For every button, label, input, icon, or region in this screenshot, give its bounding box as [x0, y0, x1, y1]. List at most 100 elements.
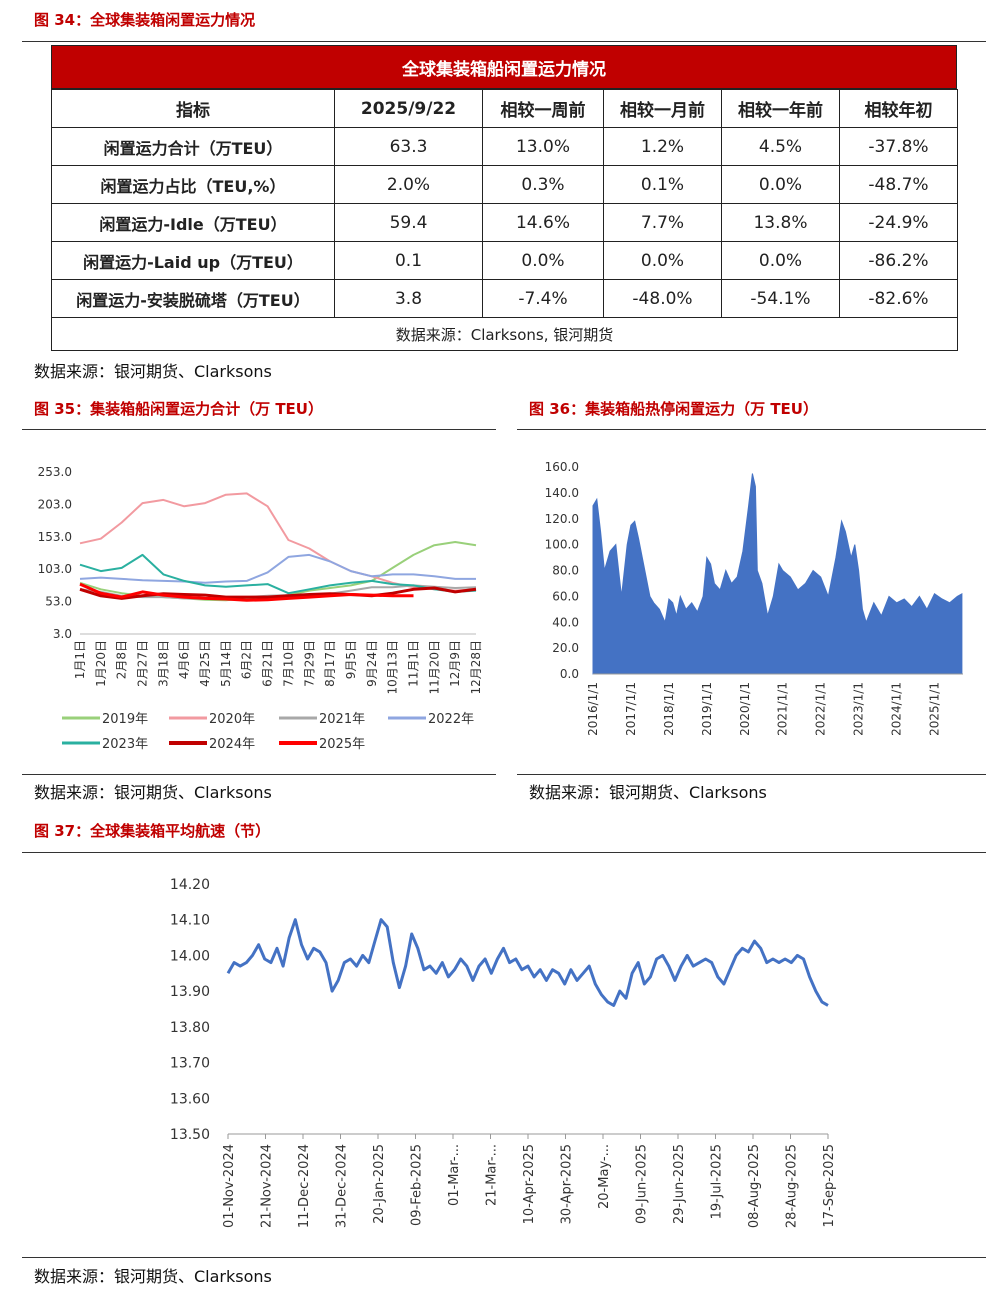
series-line-2024年	[79, 586, 477, 600]
series-line-2023年	[79, 553, 477, 595]
table-cell: 7.7%	[603, 203, 722, 242]
row-label: 闲置运力占比（TEU,%）	[51, 165, 335, 204]
table-cell: 13.8%	[721, 203, 840, 242]
table-cell: 0.0%	[603, 241, 722, 280]
header-cell: 相较年初	[839, 89, 958, 128]
x-tick-label: 8月17日	[323, 640, 337, 687]
table-cell: 0.1	[334, 241, 483, 280]
y-tick-label: 153.0	[38, 530, 72, 544]
fig37-bottom-rule	[22, 1257, 986, 1258]
legend-label: 2021年	[319, 712, 365, 727]
idle-capacity-table: 全球集装箱船闲置运力情况 指标 2025/9/22 相较一周前 相较一月前 相较…	[51, 45, 958, 351]
x-tick-label: 11月1日	[406, 640, 420, 687]
table-cell: -86.2%	[839, 241, 958, 280]
y-tick-label: 0.0	[560, 667, 579, 681]
y-tick-label: 40.0	[552, 615, 579, 629]
fig37-title: 图 37：全球集装箱平均航速（节）	[34, 822, 271, 840]
x-tick-label: 01-Nov-2024	[222, 1144, 237, 1228]
y-tick-label: 60.0	[552, 589, 579, 603]
y-tick-label: 13.80	[170, 1020, 210, 1036]
y-tick-label: 13.60	[170, 1091, 210, 1107]
table-cell: 1.2%	[603, 127, 722, 166]
y-tick-label: 14.10	[170, 913, 210, 929]
x-tick-label: 28-Aug-2025	[785, 1144, 800, 1228]
table-cell: 14.6%	[482, 203, 604, 242]
series-line-2022年	[79, 553, 476, 584]
table-cell: -7.4%	[482, 279, 604, 318]
x-tick-label: 7月29日	[302, 640, 316, 687]
x-tick-label: 11月20日	[427, 640, 441, 695]
fig37-source: 数据来源：银河期货、Clarksons	[34, 1267, 272, 1286]
y-tick-label: 13.90	[170, 984, 210, 1000]
table-cell: 0.3%	[482, 165, 604, 204]
x-tick-label: 01-Mar-...	[447, 1144, 462, 1206]
x-tick-label: 20-Jan-2025	[372, 1144, 387, 1224]
series-line-2020年	[79, 492, 477, 592]
table-cell: 4.5%	[721, 127, 840, 166]
x-tick-label: 6月2日	[240, 640, 254, 679]
legend-label: 2025年	[319, 737, 365, 752]
table-cell: -48.7%	[839, 165, 958, 204]
table-cell: -54.1%	[721, 279, 840, 318]
table-cell: 0.0%	[482, 241, 604, 280]
x-tick-label: 17-Sep-2025	[822, 1144, 837, 1228]
table-cell: -48.0%	[603, 279, 722, 318]
fig36-bottom-rule	[517, 774, 986, 775]
x-tick-label: 6月21日	[261, 640, 275, 687]
x-tick-label: 21-Nov-2024	[260, 1144, 275, 1228]
y-tick-label: 53.0	[45, 595, 72, 609]
table-cell: 0.0%	[721, 241, 840, 280]
x-tick-label: 1月1日	[73, 640, 87, 679]
y-tick-label: 103.0	[38, 562, 72, 576]
fig36-title: 图 36：集装箱船热停闲置运力（万 TEU）	[529, 400, 818, 418]
x-tick-label: 2024/1/1	[890, 682, 904, 736]
fig36-source: 数据来源：银河期货、Clarksons	[529, 783, 767, 802]
x-tick-label: 3月18日	[156, 640, 170, 687]
x-tick-label: 2022/1/1	[814, 682, 828, 736]
x-tick-label: 31-Dec-2024	[335, 1144, 350, 1228]
table-row: 闲置运力占比（TEU,%） 2.0% 0.3% 0.1% 0.0% -48.7%	[51, 165, 958, 204]
table-row: 闲置运力合计（万TEU） 63.3 13.0% 1.2% 4.5% -37.8%	[51, 127, 958, 166]
x-tick-label: 2月8日	[115, 640, 129, 679]
table-row: 闲置运力-Idle（万TEU） 59.4 14.6% 7.7% 13.8% -2…	[51, 203, 958, 242]
y-tick-label: 14.00	[170, 948, 210, 964]
y-tick-label: 13.50	[170, 1127, 210, 1143]
header-cell: 相较一年前	[721, 89, 840, 128]
x-tick-label: 2025/1/1	[928, 682, 942, 736]
legend-label: 2020年	[209, 712, 255, 727]
y-tick-label: 120.0	[545, 512, 579, 526]
x-tick-label: 29-Jun-2025	[672, 1144, 687, 1224]
x-tick-label: 1月20日	[94, 640, 108, 687]
row-label: 闲置运力-Laid up（万TEU）	[51, 241, 335, 280]
x-tick-label: 20-May-...	[597, 1144, 612, 1209]
x-tick-label: 4月6日	[177, 640, 191, 679]
table-body: 指标 2025/9/22 相较一周前 相较一月前 相较一年前 相较年初 闲置运力…	[51, 89, 958, 351]
table-cell: 0.0%	[721, 165, 840, 204]
fig36-rule	[517, 429, 986, 430]
y-tick-label: 253.0	[38, 465, 72, 479]
table-row: 闲置运力-安装脱硫塔（万TEU） 3.8 -7.4% -48.0% -54.1%…	[51, 279, 958, 318]
row-label: 闲置运力-Idle（万TEU）	[51, 203, 335, 242]
x-tick-label: 2月27日	[136, 640, 150, 687]
x-tick-label: 2018/1/1	[662, 682, 676, 736]
legend-label: 2022年	[428, 712, 474, 727]
x-tick-label: 2017/1/1	[624, 682, 638, 736]
table-title: 全球集装箱船闲置运力情况	[51, 45, 957, 89]
table-source-row: 数据来源：Clarksons, 银河期货	[51, 317, 958, 351]
x-tick-label: 09-Jun-2025	[635, 1144, 650, 1224]
fig35-source: 数据来源：银河期货、Clarksons	[34, 783, 272, 802]
y-tick-label: 80.0	[552, 564, 579, 578]
x-tick-label: 10-Apr-2025	[522, 1144, 537, 1224]
header-cell: 2025/9/22	[334, 89, 483, 128]
table-row: 闲置运力-Laid up（万TEU） 0.1 0.0% 0.0% 0.0% -8…	[51, 241, 958, 280]
x-tick-label: 2021/1/1	[776, 682, 790, 736]
y-tick-label: 140.0	[545, 486, 579, 500]
x-tick-label: 12月9日	[448, 640, 462, 687]
x-tick-label: 19-Jul-2025	[710, 1144, 725, 1219]
table-cell: 59.4	[334, 203, 483, 242]
table-cell: 0.1%	[603, 165, 722, 204]
table-cell: -24.9%	[839, 203, 958, 242]
x-tick-label: 08-Aug-2025	[747, 1144, 762, 1228]
legend-label: 2019年	[102, 712, 148, 727]
